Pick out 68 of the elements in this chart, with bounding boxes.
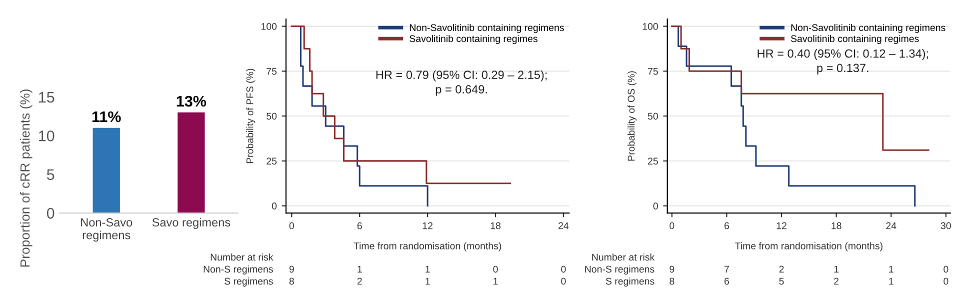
y-tick-label: 25 bbox=[266, 158, 277, 165]
y-tick-label: 25 bbox=[648, 158, 658, 165]
text: 1 bbox=[834, 266, 839, 273]
text: 1 bbox=[358, 266, 362, 273]
x-axis-title: Time from randomisation (months) bbox=[735, 242, 882, 252]
text: 1 bbox=[889, 266, 894, 273]
text: 7 bbox=[724, 266, 729, 273]
y-tick-label: 100 bbox=[642, 23, 658, 30]
text: 1 bbox=[426, 266, 430, 273]
y-tick-label: 100 bbox=[262, 23, 277, 30]
y-tick-label: 75 bbox=[266, 68, 277, 75]
x-tick-label: 30 bbox=[940, 222, 951, 230]
y-axis-title: Proportion of cRR patients (%) bbox=[20, 90, 32, 267]
x-tick-label: 0 bbox=[670, 222, 674, 230]
text: S regimens bbox=[606, 278, 654, 287]
y-tick-label: 10 bbox=[39, 130, 54, 142]
x-tick-label: 6 bbox=[357, 222, 362, 230]
y-tick-label: 75 bbox=[648, 68, 658, 75]
legend-label: Savolitinib containing regimes bbox=[410, 34, 538, 44]
y-axis-title: Probability of PFS (%) bbox=[246, 68, 256, 164]
y-tick-label: 50 bbox=[266, 112, 277, 120]
x-tick-label: 18 bbox=[490, 222, 501, 230]
legend-label: Non-Savolitinib containing regimens bbox=[410, 24, 564, 34]
x-tick-label: 18 bbox=[832, 222, 842, 230]
text: 1 bbox=[889, 278, 894, 285]
x-tick-label: 24 bbox=[558, 222, 569, 230]
x-tick-label: 24 bbox=[886, 222, 896, 230]
text: 8 bbox=[670, 278, 674, 285]
text: 9 bbox=[670, 266, 674, 273]
x-tick-label: 6 bbox=[724, 222, 729, 230]
text: 1 bbox=[494, 278, 498, 285]
text: 6 bbox=[724, 278, 729, 285]
y-tick-label: 5 bbox=[46, 169, 54, 180]
y-tick-label: 0 bbox=[46, 208, 54, 219]
data-label: 11% bbox=[92, 111, 121, 122]
text: Number at risk bbox=[592, 253, 655, 261]
data-label: 13% bbox=[176, 96, 206, 107]
text: 1 bbox=[426, 278, 430, 285]
text: 0 bbox=[561, 266, 566, 273]
y-tick-label: 15 bbox=[39, 92, 54, 103]
text: S regimens bbox=[224, 278, 273, 287]
text: 5 bbox=[779, 278, 784, 285]
text: Non-S regimens bbox=[585, 265, 654, 275]
text: 0 bbox=[561, 278, 566, 285]
legend-label: Savolitinib containing regimes bbox=[790, 34, 919, 44]
text: 0 bbox=[944, 266, 948, 273]
x-tick-label: Non-Savo regimens bbox=[81, 218, 132, 242]
text: 2 bbox=[779, 266, 784, 273]
y-tick-label: 0 bbox=[653, 202, 658, 210]
y-axis-title: Probability of OS (%) bbox=[627, 71, 637, 161]
text: 8 bbox=[289, 278, 294, 285]
text: 9 bbox=[289, 266, 294, 273]
text: 0 bbox=[493, 266, 498, 273]
x-tick-label: Savo regimens bbox=[152, 218, 230, 229]
text: 0 bbox=[944, 278, 948, 285]
text: Number at risk bbox=[210, 253, 274, 261]
annotation: HR = 0.40 (95% CI: 0.12 – 1.34); p = 0.137. bbox=[758, 49, 928, 74]
legend-label: Non-Savolitinib containing regimens bbox=[791, 24, 946, 34]
text: 2 bbox=[357, 278, 362, 285]
annotation: HR = 0.79 (95% CI: 0.29 – 2.15); p = 0.649. bbox=[376, 70, 547, 96]
text: Non-S regimens bbox=[204, 265, 273, 275]
x-tick-label: 12 bbox=[776, 222, 786, 230]
x-tick-label: 12 bbox=[422, 222, 432, 230]
x-tick-label: 0 bbox=[289, 222, 294, 230]
x-axis-title: Time from randomisation (months) bbox=[354, 242, 502, 252]
y-tick-label: 50 bbox=[648, 112, 658, 120]
y-tick-label: 0 bbox=[272, 202, 277, 210]
text: 2 bbox=[834, 278, 839, 285]
